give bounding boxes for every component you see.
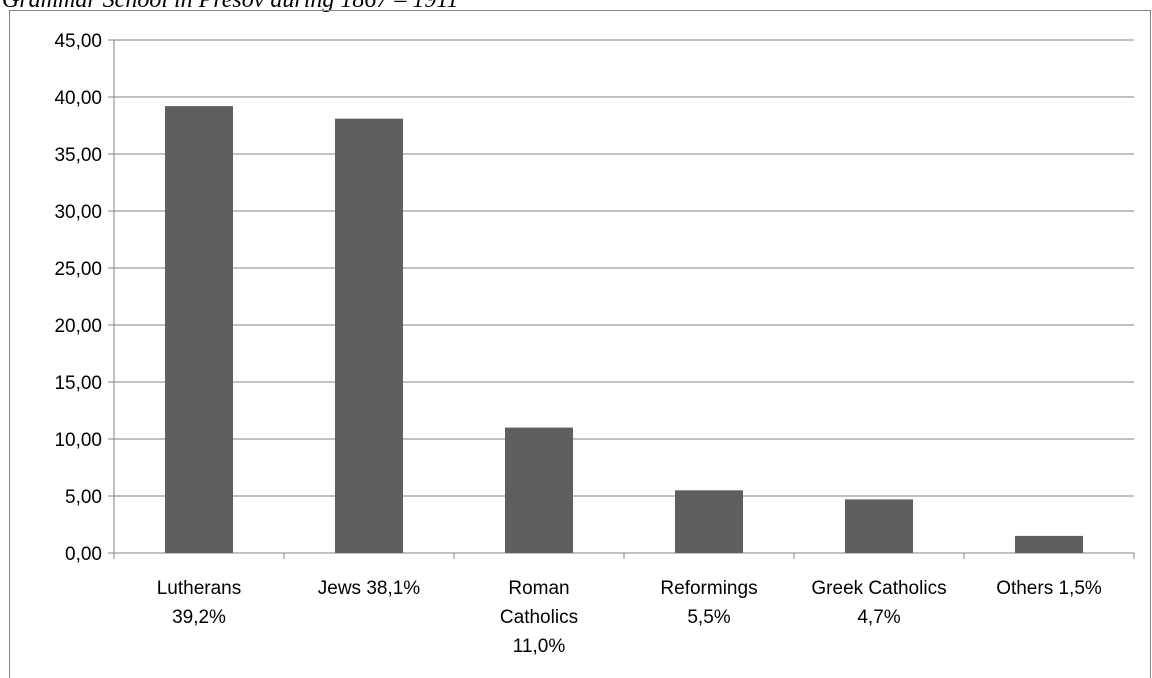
bar [335, 118, 403, 553]
x-category-label: 5,5% [687, 607, 730, 628]
x-category-label: Lutherans [157, 578, 242, 599]
x-category-label: Roman [508, 578, 569, 599]
x-category-label: Others 1,5% [996, 578, 1102, 599]
chart-frame [9, 10, 1151, 678]
chart-caption: Grammar School in Prešov during 1867 – 1… [2, 0, 459, 13]
y-tick-label: 10,00 [54, 430, 102, 451]
y-tick-label: 40,00 [54, 88, 102, 109]
y-tick-label: 25,00 [54, 259, 102, 280]
x-category-label: 39,2% [172, 607, 226, 628]
y-tick-label: 0,00 [65, 544, 102, 565]
bar [675, 490, 743, 553]
x-category-label: Reformings [660, 578, 757, 599]
y-tick-label: 30,00 [54, 202, 102, 223]
bar [845, 499, 913, 553]
x-category-label: 11,0% [513, 636, 566, 657]
x-category-label: Catholics [500, 607, 578, 628]
y-tick-label: 20,00 [54, 316, 102, 337]
x-category-label: Jews 38,1% [318, 578, 421, 599]
y-tick-label: 15,00 [54, 373, 102, 394]
x-category-label: 4,7% [857, 607, 900, 628]
bar [505, 427, 573, 553]
y-tick-label: 35,00 [54, 145, 102, 166]
y-tick-label: 5,00 [65, 487, 102, 508]
y-tick-label: 45,00 [54, 31, 102, 52]
x-category-label: Greek Catholics [811, 578, 946, 599]
bar [1015, 535, 1083, 553]
bar [165, 106, 233, 554]
